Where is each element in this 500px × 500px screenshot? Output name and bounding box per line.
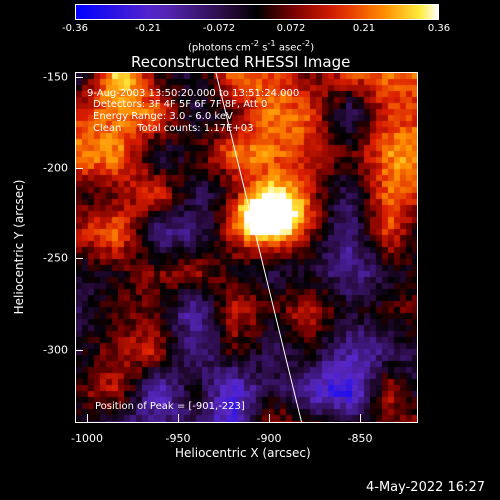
detectors-label: Detectors: 3F 4F 5F 6F 7F 8F, Att 0 [93, 99, 268, 110]
y-tick-mark [75, 168, 83, 169]
timestamp: 4-May-2022 16:27 [366, 480, 485, 495]
y-axis-label: Heliocentric Y (arcsec) [12, 179, 26, 315]
x-axis-label: Heliocentric X (arcsec) [175, 446, 311, 460]
y-tick-label: -150 [43, 70, 68, 84]
x-tick-mark [269, 414, 270, 422]
y-tick-label: -300 [43, 343, 68, 357]
x-tick-mark [360, 414, 361, 422]
x-tick-label: -850 [347, 432, 373, 445]
colorbar-tick-label: -0.21 [135, 23, 161, 34]
colorbar-tick-label: 0.36 [427, 23, 451, 34]
x-tick-mark [87, 414, 88, 422]
heatmap-image [76, 73, 417, 422]
y-tick-label: -250 [43, 251, 68, 265]
colorbar-tick-label: 0.072 [276, 23, 306, 34]
colorbar-units: (photons cm-2 s-1 asec-2) [188, 38, 315, 54]
x-tick-label: -900 [256, 432, 282, 445]
x-tick-label: -1000 [71, 432, 103, 445]
plot-area [75, 72, 418, 423]
colorbar-tick-label: -0.36 [62, 23, 88, 34]
clean-counts-label: Clean Total counts: 1.17E+03 [93, 123, 254, 134]
time-range-label: 9-Aug-2003 13:50:20.000 to 13:51:24.000 [87, 88, 300, 99]
y-tick-label: -200 [43, 161, 68, 175]
y-tick-mark [75, 77, 83, 78]
y-tick-mark [75, 350, 83, 351]
x-tick-mark [178, 414, 179, 422]
y-tick-mark [75, 258, 83, 259]
peak-position-label: Position of Peak = [-901,-223] [95, 401, 245, 412]
colorbar-tick-label: -0.072 [202, 23, 236, 34]
limb-line [215, 73, 303, 422]
x-tick-label: -950 [165, 432, 191, 445]
colorbar [75, 4, 439, 20]
energy-range-label: Energy Range: 3.0 - 6.0 keV [93, 111, 233, 122]
plot-title: Reconstructed RHESSI Image [131, 53, 351, 71]
colorbar-tick-label: 0.21 [352, 23, 376, 34]
